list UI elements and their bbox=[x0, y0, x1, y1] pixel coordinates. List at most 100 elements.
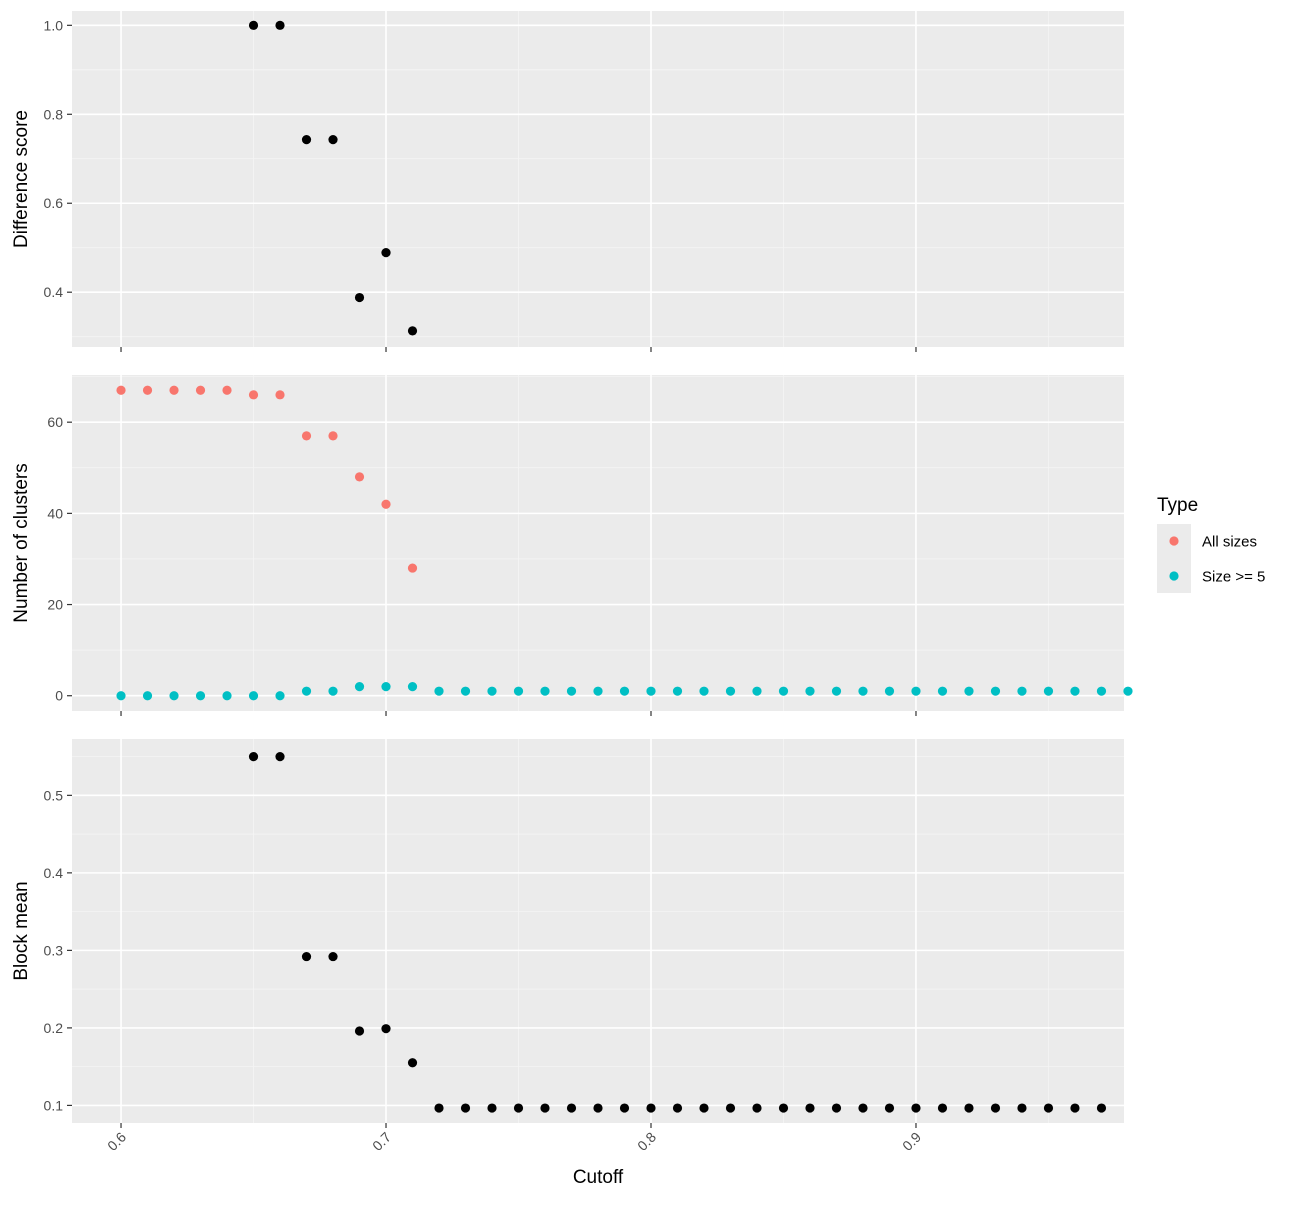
data-point bbox=[513, 686, 524, 696]
data-point bbox=[1017, 1103, 1027, 1113]
data-point bbox=[805, 1103, 815, 1113]
data-point bbox=[911, 686, 921, 696]
data-point bbox=[301, 686, 312, 696]
data-point bbox=[328, 686, 338, 696]
data-point bbox=[672, 686, 683, 696]
panel-2: 0 20 40 60 Number of clusters bbox=[11, 375, 1133, 716]
data-point bbox=[248, 751, 259, 762]
y-axis-title: Difference score bbox=[11, 110, 32, 248]
data-point bbox=[540, 1103, 550, 1113]
data-point bbox=[275, 20, 285, 30]
data-point bbox=[725, 1103, 736, 1113]
data-point bbox=[619, 686, 630, 696]
data-point bbox=[831, 1103, 842, 1113]
data-point bbox=[381, 499, 391, 509]
y-axis-title: Number of clusters bbox=[11, 463, 32, 622]
data-point bbox=[646, 686, 656, 696]
data-point bbox=[275, 390, 285, 400]
x-tick-label: 0.9 bbox=[899, 1129, 924, 1154]
data-point bbox=[460, 1103, 471, 1113]
data-point bbox=[195, 385, 206, 395]
data-point bbox=[354, 1026, 365, 1036]
x-tick-label: 0.8 bbox=[634, 1129, 659, 1154]
data-point bbox=[566, 1103, 577, 1113]
data-point bbox=[407, 563, 418, 573]
data-point bbox=[1017, 686, 1027, 696]
data-point bbox=[752, 1103, 762, 1113]
data-point bbox=[593, 686, 603, 696]
data-point bbox=[778, 686, 789, 696]
data-point bbox=[487, 686, 497, 696]
series-1 bbox=[248, 20, 418, 336]
data-point bbox=[381, 682, 391, 692]
data-point bbox=[619, 1103, 630, 1113]
data-point bbox=[460, 686, 471, 696]
data-point bbox=[275, 691, 285, 701]
data-point bbox=[169, 691, 179, 701]
legend-label: All sizes bbox=[1202, 534, 1257, 551]
data-point bbox=[328, 431, 338, 441]
y-tick-label: 40 bbox=[47, 505, 63, 521]
y-tick-label: 0 bbox=[55, 688, 63, 704]
data-point bbox=[593, 1103, 603, 1113]
legend-title: Type bbox=[1157, 495, 1198, 516]
data-point bbox=[937, 686, 948, 696]
x-tick-label: 0.7 bbox=[369, 1129, 394, 1154]
data-point bbox=[434, 686, 444, 696]
data-point bbox=[487, 1103, 497, 1113]
y-axis-title: Block mean bbox=[11, 881, 32, 980]
data-point bbox=[540, 686, 550, 696]
data-point bbox=[964, 686, 974, 696]
data-point bbox=[354, 682, 365, 692]
data-point bbox=[248, 691, 259, 701]
data-point bbox=[858, 686, 868, 696]
data-point bbox=[275, 751, 285, 762]
data-point bbox=[990, 1103, 1001, 1113]
data-point bbox=[407, 682, 418, 692]
data-point bbox=[142, 385, 153, 395]
data-point bbox=[672, 1103, 683, 1113]
y-tick-label: 0.6 bbox=[44, 195, 64, 211]
data-point bbox=[937, 1103, 948, 1113]
data-point bbox=[831, 686, 842, 696]
y-tick-label: 0.4 bbox=[44, 865, 64, 881]
panel-background bbox=[72, 375, 1124, 711]
data-point bbox=[248, 390, 259, 400]
data-point bbox=[407, 326, 418, 336]
data-point bbox=[222, 691, 232, 701]
y-tick-label: 0.1 bbox=[44, 1097, 64, 1113]
legend: Type All sizes Size >= 5 bbox=[1157, 495, 1265, 593]
legend-key bbox=[1169, 536, 1179, 546]
series-1 bbox=[248, 751, 1107, 1113]
series-2 bbox=[116, 682, 1133, 701]
data-point bbox=[195, 691, 206, 701]
legend-key-background bbox=[1157, 524, 1191, 593]
data-point bbox=[434, 1103, 444, 1113]
data-point bbox=[699, 686, 709, 696]
legend-label: Size >= 5 bbox=[1202, 569, 1265, 586]
data-point bbox=[1070, 686, 1080, 696]
data-point bbox=[778, 1103, 789, 1113]
data-point bbox=[354, 292, 365, 303]
panel-background bbox=[72, 739, 1124, 1123]
data-point bbox=[725, 686, 736, 696]
data-point bbox=[884, 1103, 895, 1113]
data-point bbox=[699, 1103, 709, 1113]
y-tick-label: 1.0 bbox=[44, 17, 64, 33]
data-point bbox=[222, 385, 232, 395]
x-tick-label: 0.6 bbox=[104, 1129, 129, 1154]
data-point bbox=[752, 686, 762, 696]
legend-key bbox=[1169, 571, 1179, 581]
data-point bbox=[328, 135, 338, 145]
data-point bbox=[990, 686, 1001, 696]
data-point bbox=[566, 686, 577, 696]
data-point bbox=[381, 248, 391, 258]
data-point bbox=[301, 135, 312, 145]
data-point bbox=[805, 686, 815, 696]
data-point bbox=[1043, 1103, 1054, 1113]
x-axis-title: Cutoff bbox=[573, 1167, 624, 1188]
y-tick-label: 20 bbox=[47, 597, 63, 613]
y-tick-label: 0.5 bbox=[44, 787, 64, 803]
